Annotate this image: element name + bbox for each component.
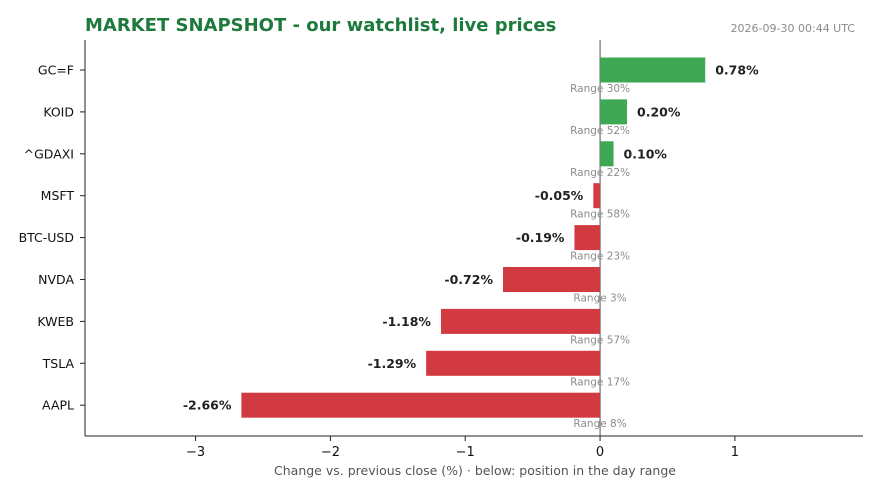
range-label: Range 22% (570, 167, 630, 179)
value-label: 0.20% (637, 104, 681, 119)
value-label: -1.18% (382, 314, 431, 329)
value-label: 0.78% (715, 63, 759, 78)
x-tick-label: 0 (596, 445, 604, 460)
bar (600, 99, 628, 125)
bar (241, 392, 601, 418)
bar (502, 267, 601, 292)
category-label: MSFT (41, 188, 75, 203)
bar (574, 225, 601, 251)
category-label: TSLA (42, 356, 75, 371)
bar (593, 183, 601, 209)
value-label: -0.72% (444, 272, 493, 287)
category-label: ^GDAXI (24, 146, 74, 161)
range-label: Range 3% (573, 293, 626, 305)
category-label: BTC-USD (19, 230, 74, 245)
range-label: Range 52% (570, 125, 630, 137)
x-tick-label: 1 (731, 445, 739, 460)
bar (600, 141, 614, 167)
range-label: Range 30% (570, 83, 630, 95)
bar (426, 350, 601, 376)
plot-area: −3 −2 −1 0 1 GC=F 0.78% Range 30% KOID 0.20% Range… (19, 40, 863, 460)
range-label: Range 17% (570, 376, 630, 388)
range-label: Range 8% (573, 418, 626, 430)
category-label: NVDA (38, 272, 74, 287)
value-label: -0.19% (516, 230, 565, 245)
value-label: -0.05% (535, 188, 584, 203)
x-axis-label: Change vs. previous close (%) · below: p… (274, 463, 676, 478)
chart-title: MARKET SNAPSHOT - our watchlist, live pr… (85, 15, 556, 36)
range-label: Range 58% (570, 209, 630, 221)
x-tick-label: −1 (456, 445, 475, 460)
value-label: 0.10% (624, 146, 668, 161)
timestamp: 2026-09-30 00:44 UTC (731, 22, 856, 35)
category-label: AAPL (42, 398, 74, 413)
range-label: Range 23% (570, 251, 630, 263)
x-tick-label: −2 (321, 445, 340, 460)
x-tick-label: −3 (186, 445, 205, 460)
category-label: KOID (43, 104, 74, 119)
value-label: -2.66% (183, 398, 232, 413)
bar (440, 308, 601, 334)
bar (600, 57, 706, 83)
category-label: KWEB (37, 314, 74, 329)
value-label: -1.29% (368, 356, 417, 371)
category-label: GC=F (38, 63, 74, 78)
range-label: Range 57% (570, 334, 630, 346)
